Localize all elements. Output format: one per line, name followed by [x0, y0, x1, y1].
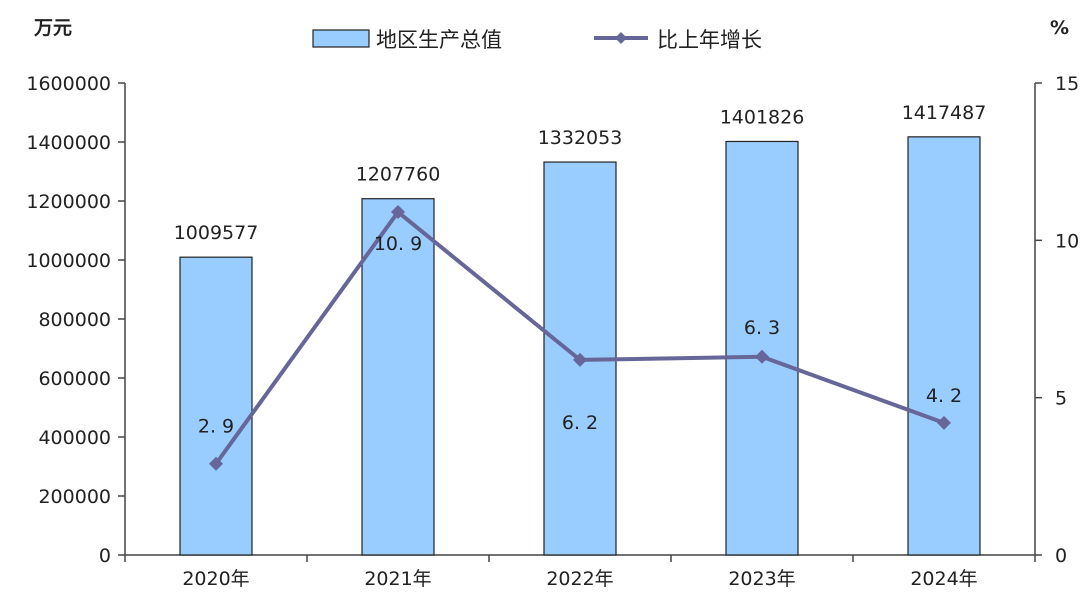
bar-value-label: 1009577: [174, 222, 259, 244]
bar: [179, 256, 253, 556]
bar: [907, 136, 981, 556]
growth-value-label: 2. 9: [198, 416, 234, 438]
left-axis-unit: 万元: [33, 17, 72, 39]
right-axis-unit: %: [1050, 17, 1069, 39]
x-tick-label: 2023年: [728, 568, 795, 590]
left-tick-label: 1600000: [26, 73, 111, 95]
legend-bar-label: 地区生产总值: [376, 28, 502, 52]
data-labels: 1009577 1207760 1332053 1401826 1417487 2. 9 1…: [174, 102, 987, 438]
bar-value-label: 1417487: [902, 102, 987, 124]
bar: [361, 198, 435, 556]
growth-value-label: 10. 9: [374, 233, 422, 255]
legend-line-marker: [615, 32, 627, 44]
x-tick-label: 2021年: [364, 568, 431, 590]
growth-value-label: 6. 3: [744, 317, 780, 339]
growth-point: [937, 415, 951, 430]
bar-value-label: 1401826: [720, 106, 805, 128]
axes: 0 200000 400000 600000 800000 1000000 1200000 1…: [26, 73, 1079, 590]
legend-bar-swatch: [312, 29, 370, 48]
left-tick-label: 600000: [38, 368, 111, 390]
growth-point: [209, 456, 223, 471]
right-tick-label: 15: [1055, 73, 1079, 95]
bar: [725, 140, 799, 556]
left-tick-label: 200000: [38, 486, 111, 508]
growth-point: [573, 352, 587, 367]
left-tick-label: 1400000: [26, 132, 111, 154]
bar-value-label: 1207760: [356, 164, 441, 186]
left-tick-label: 1000000: [26, 250, 111, 272]
growth-point: [755, 349, 769, 364]
growth-value-label: 4. 2: [926, 385, 962, 407]
growth-value-label: 6. 2: [562, 412, 598, 434]
left-tick-label: 1200000: [26, 191, 111, 213]
right-tick-label: 5: [1055, 388, 1067, 410]
right-tick-label: 10: [1055, 230, 1079, 252]
x-tick-label: 2024年: [910, 568, 977, 590]
legend-line-label: 比上年增长: [657, 28, 762, 52]
right-tick-label: 0: [1055, 545, 1067, 567]
bar-value-label: 1332053: [538, 127, 623, 149]
x-tick-label: 2022年: [546, 568, 613, 590]
left-tick-label: 0: [99, 545, 111, 567]
legend: 地区生产总值 比上年增长: [312, 28, 762, 52]
x-tick-label: 2020年: [182, 568, 249, 590]
growth-point: [391, 205, 405, 220]
left-tick-label: 400000: [38, 427, 111, 449]
left-tick-label: 800000: [38, 309, 111, 331]
growth-line: [209, 205, 951, 471]
